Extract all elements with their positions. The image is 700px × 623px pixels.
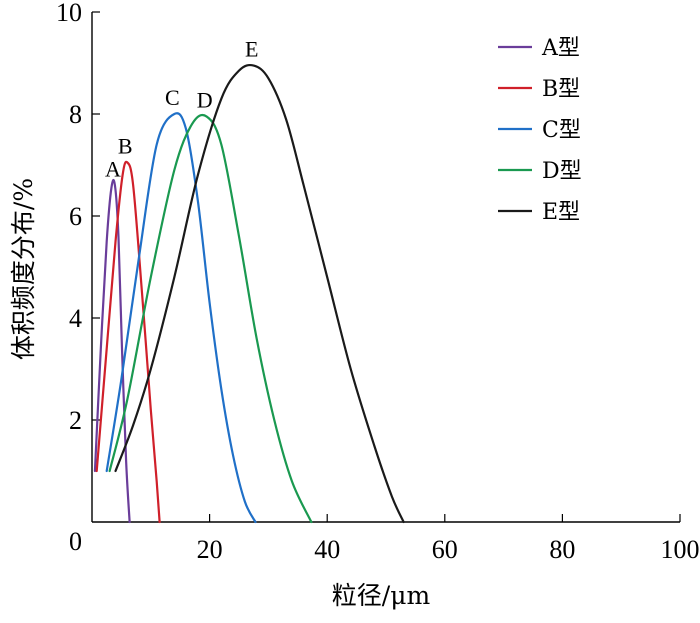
y-tick-label: 2 [69,406,82,435]
x-tick-label: 60 [432,535,458,564]
y-tick-label: 4 [69,304,82,333]
legend-label-b: B型 [542,77,580,102]
series-group [93,63,405,524]
y-tick-label: 6 [69,202,82,231]
peak-labels: AB C D E [105,37,258,182]
plot-area: 20 40 60 80 100 2 4 6 8 10 0 AB C D E [56,0,700,564]
series-line-d [108,113,313,524]
y-axis-title: 体积频度分布/% [9,178,38,360]
x-tick-label: 20 [197,535,223,564]
series-line-e [114,63,405,524]
x-axis-title: 粒径/μm [332,581,431,610]
x-tick-label: 80 [549,535,575,564]
y-ticks: 2 4 6 8 10 [56,0,100,435]
series-line-a [93,179,131,524]
y-tick-label: 10 [56,0,82,27]
legend-label-e: E型 [542,200,580,225]
peak-label-c: C [165,85,180,110]
peak-label-d: D [197,88,213,113]
legend-label-d: D型 [542,159,582,184]
peak-label-b: B [118,133,133,158]
x-ticks: 20 40 60 80 100 [197,514,700,564]
peak-label-e: E [245,37,258,62]
legend: A型 B型 C型 D型 E型 [498,36,582,225]
legend-label-a: A型 [541,36,580,61]
y-tick-label: 8 [69,100,82,129]
series-line-b [95,160,161,524]
legend-label-c: C型 [542,118,581,143]
x-tick-label: 100 [661,535,700,564]
x-tick-label: 40 [314,535,340,564]
origin-label: 0 [69,527,82,556]
series-line-c [105,112,257,524]
peak-label-a: A [105,156,121,181]
